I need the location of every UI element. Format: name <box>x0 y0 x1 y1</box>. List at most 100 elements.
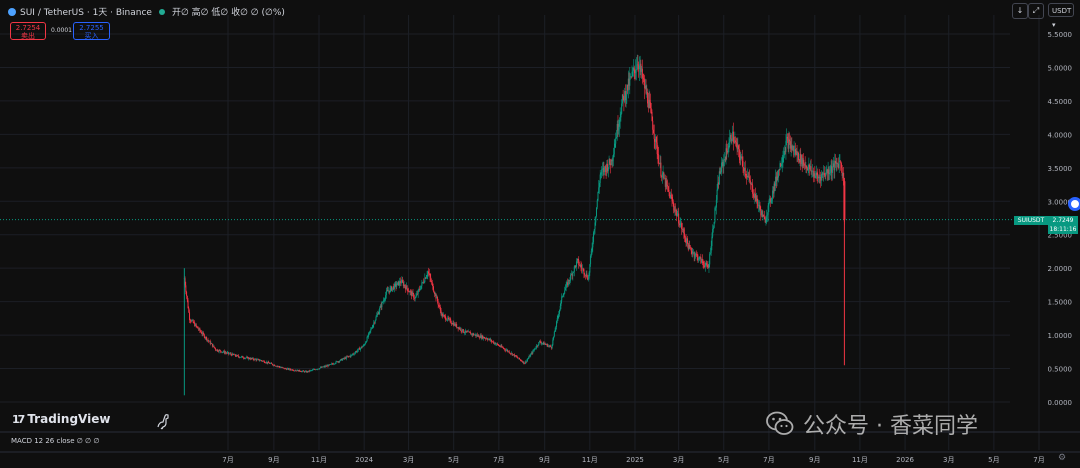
candle-body <box>463 332 465 333</box>
candle-body <box>681 229 683 230</box>
candle-body <box>199 328 201 331</box>
candle-body <box>630 76 632 78</box>
candle-body <box>257 359 259 360</box>
wechat-icon <box>766 411 794 435</box>
candle-body <box>279 366 281 368</box>
candle-body <box>321 366 323 368</box>
candle-body <box>278 366 280 367</box>
y-tick-label: 1.5000 <box>1048 299 1073 307</box>
candle-body <box>704 265 706 268</box>
dinosaur-icon <box>157 414 169 430</box>
sell-button[interactable]: 2.7254 卖出 <box>10 22 46 40</box>
candle-body <box>355 351 357 353</box>
candle-body <box>703 263 705 266</box>
candle-body <box>399 281 401 283</box>
candle-body <box>579 265 581 266</box>
candle-body <box>322 366 324 368</box>
candle-body <box>663 172 665 179</box>
currency-select[interactable]: USDT ▾ <box>1048 3 1074 29</box>
candle-body <box>462 329 464 332</box>
candle-body <box>624 91 626 101</box>
candle-body <box>235 355 237 357</box>
candle-body <box>339 359 341 361</box>
candle-body <box>379 307 381 312</box>
candle-body <box>186 295 188 301</box>
macd-indicator-label[interactable]: MACD 12 26 close ∅ ∅ ∅ <box>11 437 100 445</box>
candle-body <box>490 339 492 342</box>
candle-body <box>185 285 187 292</box>
candle-body <box>812 170 814 172</box>
x-tick-label: 11月 <box>311 456 327 464</box>
fullscreen-icon[interactable]: ⤢ <box>1028 3 1044 19</box>
candle-body <box>516 356 518 358</box>
candle-body <box>485 338 487 340</box>
candle-body <box>204 337 206 339</box>
candle-body <box>731 140 733 141</box>
candle-body <box>439 306 441 311</box>
candle-body <box>797 152 799 156</box>
candle-body <box>206 337 208 341</box>
candle-body <box>618 126 620 131</box>
candle-body <box>290 369 292 371</box>
buy-button[interactable]: 2.7255 买入 <box>73 22 110 40</box>
candle-body <box>451 323 453 325</box>
x-tick-label: 2026 <box>896 456 914 464</box>
candle-body <box>386 290 388 292</box>
candle-body <box>601 169 603 170</box>
candle-body <box>459 328 461 330</box>
candle-body <box>285 368 287 370</box>
candle-body <box>678 223 680 226</box>
candle-body <box>817 176 819 179</box>
candle-body <box>634 70 636 74</box>
candle-body <box>759 204 761 210</box>
candle-body <box>343 358 345 359</box>
tradingview-logo[interactable]: 17 TradingView <box>12 412 110 426</box>
candle-body <box>371 327 373 329</box>
candle-body <box>475 334 477 336</box>
candle-body <box>620 113 622 118</box>
x-tick-label: 5月 <box>718 456 729 464</box>
candle-body <box>758 205 760 207</box>
candle-body <box>590 250 592 256</box>
candle-body <box>481 335 483 339</box>
scroll-to-realtime-icon[interactable] <box>1068 197 1080 211</box>
candle-body <box>246 357 248 358</box>
candle-body <box>695 253 697 256</box>
candle-body <box>210 343 212 344</box>
candle-body <box>454 323 456 326</box>
candle-body <box>576 258 578 262</box>
x-tick-label: 2024 <box>355 456 373 464</box>
candle-body <box>609 159 611 164</box>
candle-body <box>401 280 403 283</box>
candle-body <box>773 183 775 194</box>
candle-body <box>522 361 524 363</box>
candle-body <box>291 369 293 371</box>
candle-body <box>385 291 387 296</box>
candle-body <box>832 163 834 167</box>
candle-body <box>764 219 766 223</box>
download-icon[interactable]: ↓ <box>1012 3 1028 19</box>
candle-body <box>259 360 261 362</box>
candle-body <box>532 350 534 354</box>
candle-body <box>367 336 369 338</box>
candle-body <box>351 354 353 356</box>
candle-body <box>524 361 526 364</box>
candle-body <box>559 305 561 310</box>
candle-body <box>822 173 824 175</box>
symbol-label[interactable]: SUI / TetherUS · 1天 · Binance <box>20 8 152 18</box>
candle-body <box>417 289 419 295</box>
candle-body <box>740 158 742 161</box>
candle-body <box>276 366 278 367</box>
candle-body <box>590 255 592 265</box>
candle-body <box>749 180 751 185</box>
candle-body <box>364 344 366 346</box>
candle-body <box>735 142 737 143</box>
candle-body <box>472 333 474 335</box>
candle-body <box>482 335 484 339</box>
settings-icon[interactable]: ⚙ <box>1058 453 1067 463</box>
y-tick-label: 4.0000 <box>1048 131 1073 139</box>
candle-body <box>635 69 637 70</box>
candle-body <box>698 259 700 261</box>
